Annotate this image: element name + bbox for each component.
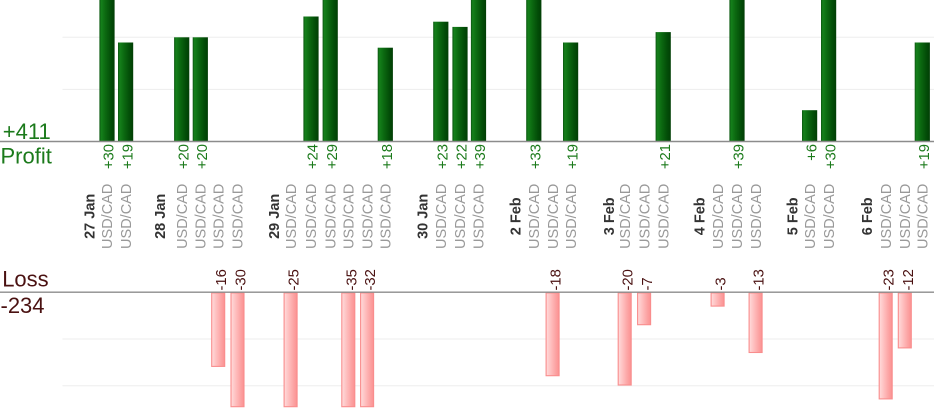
svg-text:-234: -234 bbox=[1, 293, 45, 318]
svg-text:USD/CAD: USD/CAD bbox=[916, 184, 932, 249]
svg-text:Profit: Profit bbox=[1, 144, 52, 169]
svg-text:+411: +411 bbox=[3, 119, 51, 144]
svg-text:+19: +19 bbox=[917, 144, 933, 169]
svg-text:+20: +20 bbox=[195, 144, 211, 169]
svg-text:USD/CAD: USD/CAD bbox=[711, 184, 727, 249]
svg-text:+23: +23 bbox=[436, 144, 452, 169]
svg-text:-35: -35 bbox=[344, 269, 360, 290]
svg-text:USD/CAD: USD/CAD bbox=[749, 184, 765, 249]
svg-text:USD/CAD: USD/CAD bbox=[822, 184, 838, 249]
svg-text:USD/CAD: USD/CAD bbox=[231, 184, 247, 249]
svg-text:4 Feb: 4 Feb bbox=[693, 197, 709, 235]
svg-text:USD/CAD: USD/CAD bbox=[304, 184, 320, 249]
svg-text:USD/CAD: USD/CAD bbox=[879, 184, 895, 249]
svg-text:3 Feb: 3 Feb bbox=[602, 197, 618, 235]
svg-text:+24: +24 bbox=[306, 144, 322, 169]
svg-text:USD/CAD: USD/CAD bbox=[194, 184, 210, 249]
svg-text:USD/CAD: USD/CAD bbox=[175, 184, 191, 249]
svg-text:+30: +30 bbox=[823, 144, 839, 169]
svg-text:+33: +33 bbox=[529, 144, 545, 169]
svg-text:+29: +29 bbox=[325, 144, 341, 169]
svg-text:-30: -30 bbox=[234, 269, 250, 290]
svg-text:6 Feb: 6 Feb bbox=[860, 197, 876, 235]
svg-text:-25: -25 bbox=[287, 269, 303, 290]
svg-text:+19: +19 bbox=[120, 144, 136, 169]
svg-text:-3: -3 bbox=[714, 277, 730, 290]
svg-text:+30: +30 bbox=[102, 144, 118, 169]
svg-text:+19: +19 bbox=[565, 144, 581, 169]
svg-text:-7: -7 bbox=[640, 277, 656, 290]
svg-text:USD/CAD: USD/CAD bbox=[211, 184, 227, 249]
svg-text:USD/CAD: USD/CAD bbox=[100, 184, 116, 249]
svg-text:-12: -12 bbox=[901, 269, 917, 290]
svg-text:30 Jan: 30 Jan bbox=[416, 194, 432, 239]
svg-text:+21: +21 bbox=[658, 144, 674, 169]
svg-text:+39: +39 bbox=[732, 144, 748, 169]
svg-text:USD/CAD: USD/CAD bbox=[637, 184, 653, 249]
svg-text:USD/CAD: USD/CAD bbox=[472, 184, 488, 249]
svg-text:+39: +39 bbox=[473, 144, 489, 169]
svg-text:2 Feb: 2 Feb bbox=[508, 197, 524, 235]
svg-text:USD/CAD: USD/CAD bbox=[618, 184, 634, 249]
svg-text:-18: -18 bbox=[549, 269, 565, 290]
svg-text:USD/CAD: USD/CAD bbox=[284, 184, 300, 249]
svg-text:USD/CAD: USD/CAD bbox=[730, 184, 746, 249]
svg-text:-32: -32 bbox=[363, 269, 379, 290]
svg-text:5 Feb: 5 Feb bbox=[786, 197, 802, 235]
svg-text:+20: +20 bbox=[176, 144, 192, 169]
svg-text:27 Jan: 27 Jan bbox=[83, 194, 99, 239]
svg-text:USD/CAD: USD/CAD bbox=[323, 184, 339, 249]
svg-text:USD/CAD: USD/CAD bbox=[527, 184, 543, 249]
svg-text:USD/CAD: USD/CAD bbox=[119, 184, 135, 249]
svg-text:+22: +22 bbox=[455, 144, 471, 169]
svg-text:-20: -20 bbox=[621, 269, 637, 290]
svg-text:-16: -16 bbox=[214, 269, 230, 290]
svg-text:-13: -13 bbox=[752, 269, 768, 290]
svg-text:+18: +18 bbox=[380, 144, 396, 169]
svg-text:29 Jan: 29 Jan bbox=[267, 194, 283, 239]
svg-text:Loss: Loss bbox=[2, 267, 48, 292]
svg-text:USD/CAD: USD/CAD bbox=[564, 184, 580, 249]
svg-text:USD/CAD: USD/CAD bbox=[434, 184, 450, 249]
svg-text:USD/CAD: USD/CAD bbox=[656, 184, 672, 249]
svg-text:USD/CAD: USD/CAD bbox=[342, 184, 358, 249]
svg-text:USD/CAD: USD/CAD bbox=[360, 184, 376, 249]
svg-text:-23: -23 bbox=[882, 269, 898, 290]
svg-text:USD/CAD: USD/CAD bbox=[803, 184, 819, 249]
svg-text:USD/CAD: USD/CAD bbox=[453, 184, 469, 249]
svg-text:USD/CAD: USD/CAD bbox=[898, 184, 914, 249]
svg-text:+6: +6 bbox=[804, 144, 820, 161]
svg-text:28 Jan: 28 Jan bbox=[153, 194, 169, 239]
svg-text:USD/CAD: USD/CAD bbox=[546, 184, 562, 249]
svg-text:USD/CAD: USD/CAD bbox=[379, 184, 395, 249]
